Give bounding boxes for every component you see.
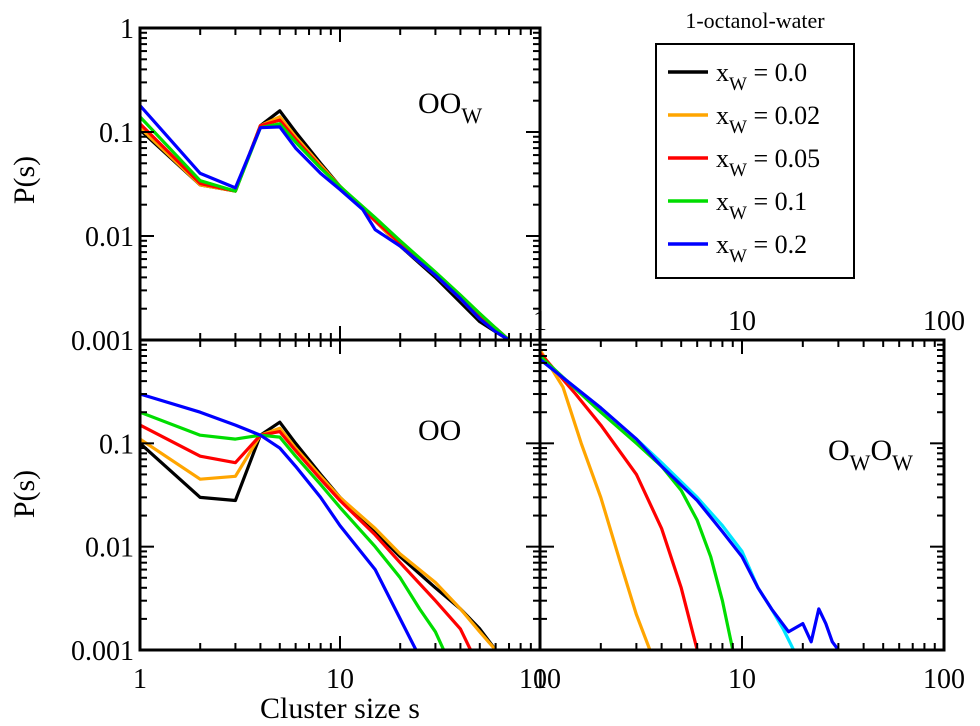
- legend-entry: xW = 0.0: [716, 58, 807, 95]
- series-line-2-4: [540, 358, 840, 650]
- x-tick-label: 1: [133, 664, 147, 695]
- x-tick-label: 100: [519, 664, 561, 695]
- legend-entry: xW = 0.05: [716, 144, 820, 181]
- legend-entry: xW = 0.02: [716, 101, 820, 138]
- y-tick-label: 0.1: [99, 429, 134, 460]
- legend-entry: xW = 0.2: [716, 230, 807, 267]
- panel-label: OWOW: [828, 434, 913, 475]
- series-line-2-0: [540, 349, 652, 650]
- x-tick-label: 10: [728, 664, 756, 695]
- y-tick-label: 0.01: [85, 222, 134, 253]
- series-line-0-1: [140, 115, 511, 340]
- series-line-0-2: [140, 118, 511, 340]
- y-axis-label-top: P(s): [8, 156, 41, 204]
- x-axis-label: Cluster size s: [260, 692, 420, 725]
- series-line-1-0: [140, 420, 497, 650]
- series-line-1-1: [140, 426, 497, 650]
- series-line-0-3: [140, 115, 511, 340]
- top-tick-label: 1: [533, 306, 547, 337]
- series-line-0-0: [140, 109, 510, 340]
- top-axis-ticks: 1 10 100: [533, 306, 965, 337]
- y-tick-label: 1: [120, 14, 134, 45]
- panel-label: OO: [418, 414, 461, 447]
- top-tick-label: 10: [728, 306, 756, 337]
- y-tick-label: 0.1: [99, 118, 134, 149]
- series-line-2-1: [540, 351, 699, 650]
- x-tick-label: 1: [533, 664, 547, 695]
- y-tick-label: 0.001: [71, 326, 134, 357]
- panel-owow: 1 10 100 OWOW: [533, 338, 965, 695]
- series-line-1-4: [140, 392, 418, 650]
- series-line-2-3: [540, 358, 796, 650]
- series-line-1-2: [140, 423, 473, 650]
- series-line-0-4: [140, 104, 510, 340]
- top-tick-label: 100: [923, 306, 965, 337]
- series-line-2-2: [540, 354, 735, 650]
- chart-title: 1-octanol-water: [685, 8, 825, 33]
- y-tick-label: 0.01: [85, 533, 134, 564]
- panel-label: OOW: [418, 87, 482, 128]
- x-tick-label: 100: [923, 664, 965, 695]
- legend-frame: [655, 43, 855, 279]
- y-tick-label: 0.001: [71, 636, 134, 667]
- y-axis-label-bottom: P(s): [8, 470, 41, 518]
- series-line-1-3: [140, 410, 446, 650]
- legend: xW = 0.0 xW = 0.02 xW = 0.05 xW = 0.1 xW = 0…: [655, 43, 855, 279]
- x-tick-label: 10: [326, 664, 354, 695]
- legend-entry: xW = 0.1: [716, 187, 807, 224]
- panel-oow: 1 0.1 0.01 0.001 OOW: [71, 14, 542, 357]
